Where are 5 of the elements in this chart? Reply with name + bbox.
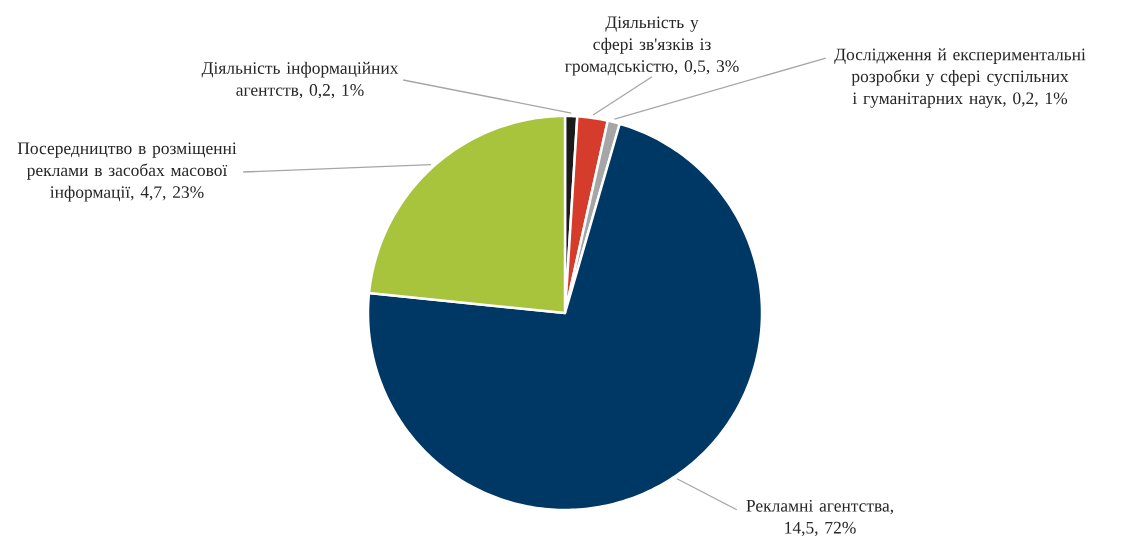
slice-label: Дослідження й експериментальні розробки у сфері суспільних і гуманітарних наук, 0,2, 1% xyxy=(834,48,1086,108)
slice-label: Діяльність інформаційних агентств, 0,2, 1% xyxy=(201,61,399,99)
slice-label: Діяльність у сфері зв'язків із громадськістю, 0,5, 3% xyxy=(565,16,739,76)
slice-label: Посередництво в розміщенні реклами в засобах масової інформації, 4,7, 23% xyxy=(17,142,237,202)
slice-label: Рекламні агентства, 14,5, 72% xyxy=(746,499,894,537)
